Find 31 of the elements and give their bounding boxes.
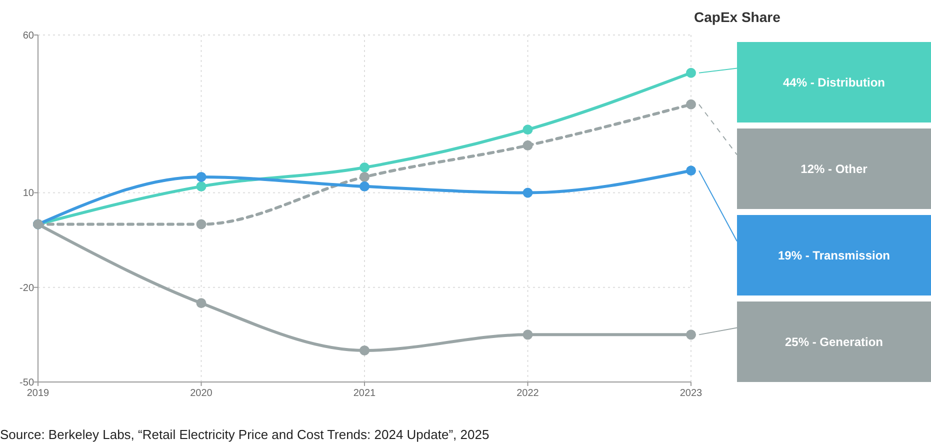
y-tick-label: -20 — [20, 282, 34, 294]
point — [196, 298, 206, 308]
text: 12% - Other — [800, 162, 868, 176]
point — [522, 124, 533, 135]
x-tick-label: 2019 — [26, 388, 50, 399]
y-tick-label: 10 — [22, 188, 34, 200]
point — [522, 140, 533, 150]
text: 19% - Transmission — [778, 248, 890, 262]
point — [522, 330, 533, 340]
point — [196, 219, 206, 230]
x-tick-label: 2020 — [190, 388, 213, 399]
x-tick-label: 2021 — [353, 388, 376, 399]
point — [360, 181, 370, 192]
point — [686, 166, 696, 176]
legend-title: CapEx Share — [694, 9, 781, 25]
point — [196, 181, 206, 192]
text: 44% - Distribution — [782, 75, 886, 90]
y-tick-label: -50 — [20, 378, 34, 388]
x-tick-label: 2023 — [680, 388, 703, 399]
point — [686, 99, 696, 110]
point — [686, 68, 696, 78]
point — [686, 330, 696, 340]
x-tick-label: 2022 — [516, 388, 540, 399]
y-tick-label: 60 — [22, 30, 34, 42]
point — [360, 162, 370, 172]
point — [360, 345, 370, 356]
text: 25% - Generation — [784, 334, 884, 349]
point — [196, 172, 206, 182]
source-note: Source: Berkeley Labs, “Retail Electricity Price and Cost Trends: 2024 Update”, 2025 — [0, 427, 490, 442]
point — [522, 188, 533, 198]
point — [360, 172, 370, 182]
